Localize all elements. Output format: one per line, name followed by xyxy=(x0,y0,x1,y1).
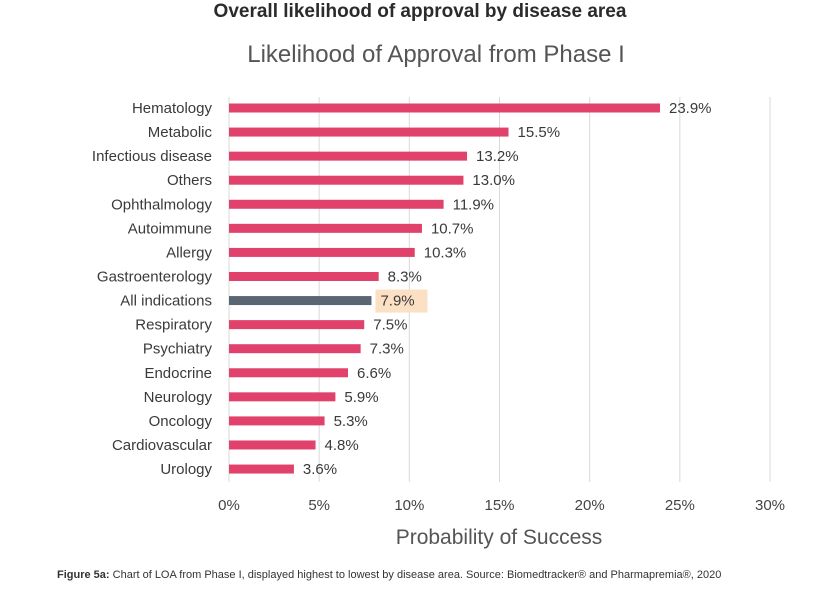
x-tick-label: 30% xyxy=(755,497,785,514)
bar xyxy=(229,223,422,233)
x-tick-label: 0% xyxy=(218,497,240,514)
caption-label: Figure 5a: xyxy=(57,569,110,581)
bar xyxy=(229,392,336,402)
bar xyxy=(229,151,468,161)
category-label: Autoimmune xyxy=(128,220,212,237)
x-tick-label: 10% xyxy=(394,497,424,514)
category-label: Others xyxy=(167,172,212,189)
category-label: Neurology xyxy=(144,389,213,406)
x-axis-title: Probability of Success xyxy=(396,526,603,549)
category-label: Ophthalmology xyxy=(111,196,212,213)
bar xyxy=(229,175,464,185)
category-label: Gastroenterology xyxy=(97,268,213,285)
x-tick-label: 25% xyxy=(665,497,695,514)
category-label: Urology xyxy=(160,461,212,478)
category-label: Infectious disease xyxy=(92,148,212,165)
data-label: 10.3% xyxy=(424,244,467,261)
category-label: Psychiatry xyxy=(143,341,213,358)
bar xyxy=(229,464,294,474)
figure-caption: Figure 5a: Chart of LOA from Phase I, di… xyxy=(57,569,721,581)
x-tick-label: 15% xyxy=(484,497,514,514)
category-label: Oncology xyxy=(149,413,213,430)
data-label: 4.8% xyxy=(325,437,359,454)
data-label: 13.0% xyxy=(472,172,515,189)
data-label: 11.9% xyxy=(453,196,494,213)
chart-title: Likelihood of Approval from Phase I xyxy=(247,41,625,68)
data-label: 15.5% xyxy=(518,124,561,141)
data-label: 13.2% xyxy=(476,148,519,165)
category-label: Respiratory xyxy=(135,317,212,334)
bar xyxy=(229,247,415,257)
data-label: 5.9% xyxy=(344,389,378,406)
data-label: 7.9% xyxy=(380,293,414,310)
caption-text: Chart of LOA from Phase I, displayed hig… xyxy=(109,569,722,581)
bar xyxy=(229,440,316,450)
data-label: 10.7% xyxy=(431,220,474,237)
highlight-label-background xyxy=(375,289,428,313)
bar xyxy=(229,368,349,378)
bar xyxy=(229,416,325,426)
category-label: Allergy xyxy=(166,244,212,261)
bar xyxy=(229,199,444,209)
category-label: All indications xyxy=(120,293,212,310)
bar xyxy=(229,320,365,330)
bar-chart: 0% 5% 10% 15% 20% 25% 30% Hematology 23.9% Metabo… xyxy=(92,97,785,549)
category-label: Cardiovascular xyxy=(112,437,212,454)
bar xyxy=(229,296,372,306)
bar xyxy=(229,344,361,354)
data-label: 7.3% xyxy=(370,341,404,358)
labels: 0% 5% 10% 15% 20% 25% 30% Hematology 23.9% Metabo… xyxy=(92,100,785,514)
data-label: 8.3% xyxy=(388,268,422,285)
category-label: Hematology xyxy=(132,100,213,117)
bar xyxy=(229,127,509,137)
data-label: 7.5% xyxy=(373,317,407,334)
x-tick-label: 20% xyxy=(575,497,605,514)
bars xyxy=(229,103,660,474)
category-label: Endocrine xyxy=(144,365,212,382)
data-label: 5.3% xyxy=(334,413,368,430)
x-tick-label: 5% xyxy=(308,497,330,514)
data-label: 6.6% xyxy=(357,365,391,382)
data-label: 3.6% xyxy=(303,461,337,478)
bar xyxy=(229,271,379,281)
category-label: Metabolic xyxy=(148,124,213,141)
bar xyxy=(229,103,660,113)
page-title: Overall likelihood of approval by diseas… xyxy=(213,1,627,22)
data-label: 23.9% xyxy=(669,100,712,117)
